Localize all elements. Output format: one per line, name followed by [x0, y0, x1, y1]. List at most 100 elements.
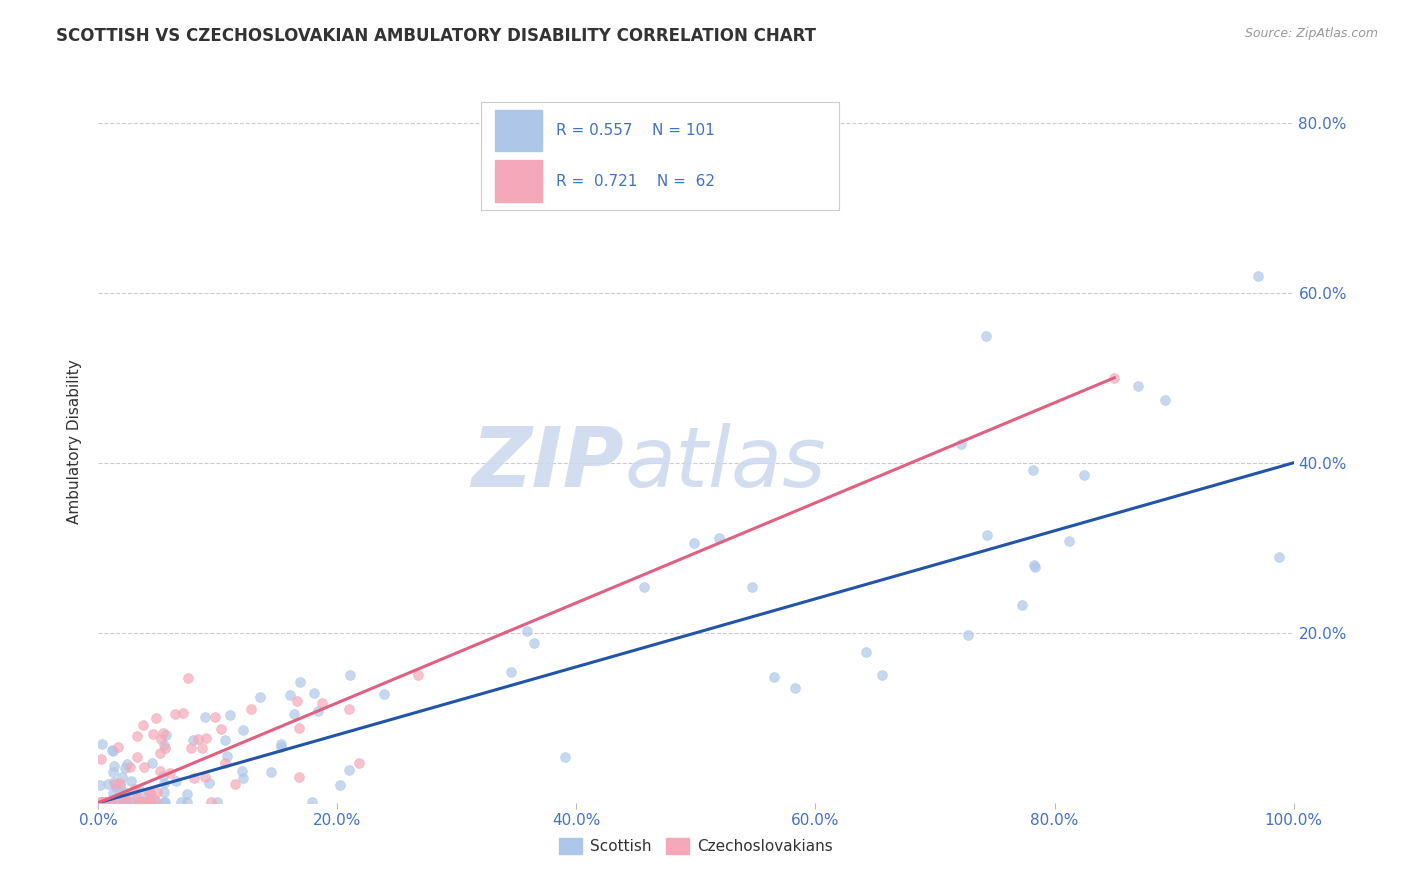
Point	[107, 794, 129, 808]
Point	[278, 688, 301, 702]
Point	[128, 795, 150, 809]
Point	[683, 536, 706, 550]
Point	[956, 628, 979, 642]
Point	[406, 668, 429, 682]
Point	[121, 795, 143, 809]
Point	[270, 738, 292, 752]
Point	[120, 795, 142, 809]
Point	[94, 795, 117, 809]
Point	[1022, 462, 1045, 476]
Point	[94, 795, 117, 809]
Point	[143, 795, 166, 809]
Point	[127, 789, 149, 804]
Point	[153, 776, 176, 790]
Point	[96, 795, 118, 809]
Point	[194, 710, 217, 724]
Point	[101, 744, 124, 758]
Point	[141, 795, 163, 809]
Point	[633, 580, 655, 594]
Point	[337, 763, 360, 777]
Y-axis label: Ambulatory Disability: Ambulatory Disability	[67, 359, 83, 524]
Point	[114, 761, 136, 775]
Point	[129, 784, 152, 798]
Point	[288, 771, 311, 785]
Point	[1057, 534, 1080, 549]
Point	[139, 786, 162, 800]
Point	[145, 784, 167, 798]
Point	[107, 739, 129, 754]
Point	[98, 795, 121, 809]
Point	[165, 707, 187, 722]
Point	[763, 670, 786, 684]
Point	[215, 748, 238, 763]
Point	[134, 760, 156, 774]
Point	[112, 795, 135, 809]
Point	[288, 722, 311, 736]
Point	[138, 784, 160, 798]
Point	[1267, 549, 1289, 564]
Point	[122, 785, 145, 799]
Point	[214, 733, 236, 747]
Point	[104, 776, 127, 790]
Point	[89, 795, 111, 809]
Point	[141, 756, 163, 770]
Text: ZIP: ZIP	[471, 423, 624, 504]
Point	[90, 795, 112, 809]
Point	[100, 795, 122, 809]
Point	[181, 733, 204, 747]
Point	[191, 740, 214, 755]
Point	[142, 727, 165, 741]
Point	[187, 731, 209, 746]
Point	[283, 706, 305, 721]
Point	[1011, 598, 1033, 612]
Point	[114, 788, 136, 802]
Point	[101, 743, 124, 757]
Point	[149, 747, 172, 761]
Point	[139, 787, 162, 801]
Point	[93, 795, 115, 809]
Point	[93, 795, 115, 809]
Point	[270, 740, 292, 755]
Point	[131, 795, 153, 809]
Point	[1022, 558, 1045, 572]
Point	[159, 766, 181, 780]
Point	[155, 795, 177, 809]
Point	[94, 795, 117, 809]
Point	[224, 777, 246, 791]
Point	[165, 773, 187, 788]
Text: SCOTTISH VS CZECHOSLOVAKIAN AMBULATORY DISABILITY CORRELATION CHART: SCOTTISH VS CZECHOSLOVAKIAN AMBULATORY D…	[56, 27, 817, 45]
Point	[337, 702, 360, 716]
Point	[707, 532, 730, 546]
Point	[135, 795, 157, 809]
Point	[149, 731, 172, 746]
Point	[134, 795, 156, 809]
Point	[91, 795, 114, 809]
Point	[149, 764, 172, 779]
Point	[153, 741, 176, 756]
Point	[177, 671, 200, 685]
Point	[115, 756, 138, 771]
Text: atlas: atlas	[624, 423, 825, 504]
Point	[90, 752, 112, 766]
Point	[329, 778, 352, 792]
Point	[114, 787, 136, 801]
Point	[152, 725, 174, 739]
Point	[120, 774, 142, 789]
Point	[176, 795, 198, 809]
Point	[118, 760, 141, 774]
Point	[127, 750, 149, 764]
Point	[114, 795, 136, 809]
Point	[288, 674, 311, 689]
Point	[100, 795, 122, 809]
Point	[108, 778, 131, 792]
Point	[1104, 371, 1126, 385]
Point	[183, 771, 205, 785]
Point	[194, 731, 217, 745]
Point	[145, 711, 167, 725]
Legend: Scottish, Czechoslovakians: Scottish, Czechoslovakians	[553, 832, 839, 860]
Point	[301, 795, 323, 809]
Point	[501, 665, 523, 680]
Point	[197, 776, 219, 790]
Text: Source: ZipAtlas.com: Source: ZipAtlas.com	[1244, 27, 1378, 40]
Point	[347, 756, 370, 770]
